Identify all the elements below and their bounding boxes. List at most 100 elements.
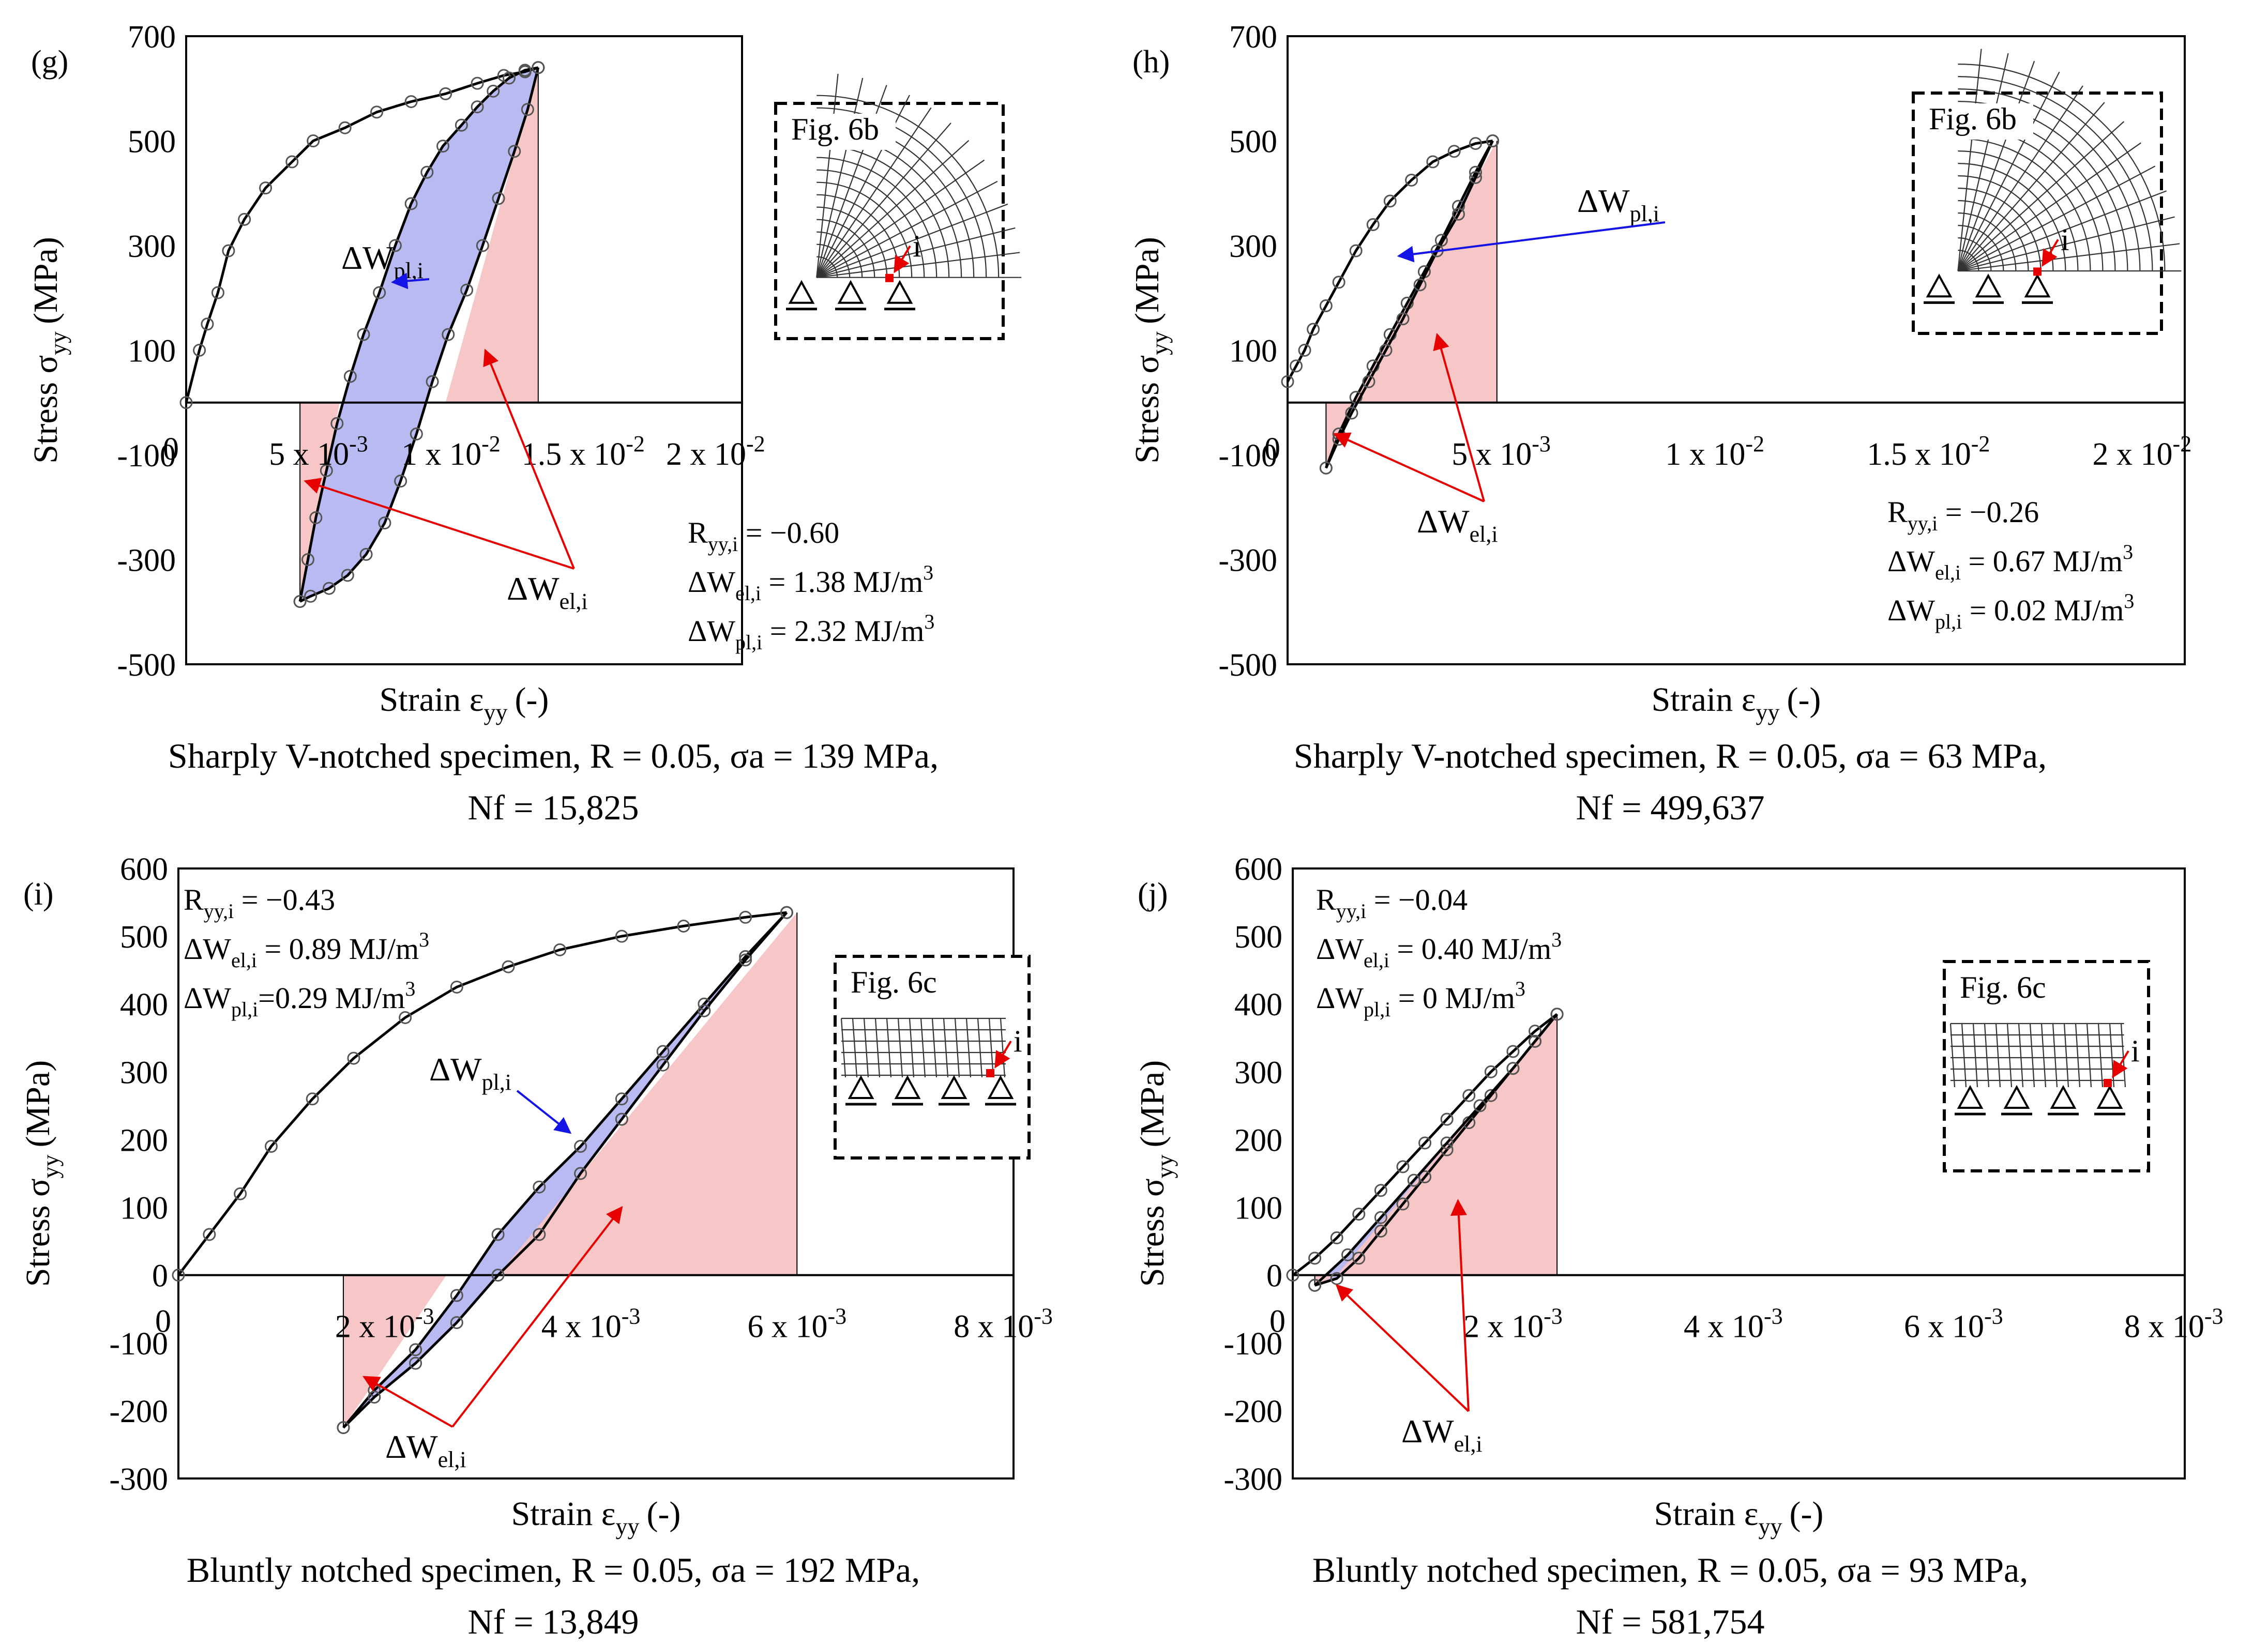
- data-point: [211, 286, 224, 299]
- caption-line-2: Nf = 15,825: [467, 788, 639, 827]
- data-point: [293, 595, 307, 608]
- plot-frame: [185, 35, 743, 665]
- data-point: [1290, 359, 1303, 373]
- mesh-ray: [816, 107, 932, 278]
- mesh-col: [965, 1018, 972, 1078]
- y-tick-label: 100: [128, 334, 176, 369]
- x-tick-label: 8 x 10-3: [954, 1304, 1053, 1345]
- x-tick-label: 6 x 10-3: [1904, 1304, 2003, 1345]
- data-point: [574, 1167, 587, 1180]
- data-point: [320, 464, 333, 477]
- mesh-col: [1961, 1023, 1967, 1088]
- data-point: [1374, 1184, 1387, 1197]
- data-point: [234, 1187, 247, 1200]
- x-tick-label: 4 x 10-3: [1684, 1304, 1783, 1345]
- y-tick-label: 200: [1234, 1123, 1282, 1158]
- inset-label-bg: [787, 114, 896, 150]
- data-point: [172, 1269, 185, 1282]
- dwel-arrow: [1450, 1199, 1470, 1412]
- mesh-col: [840, 1018, 846, 1078]
- support-triangle-icon: [788, 280, 815, 304]
- caption-line-1: Bluntly notched specimen, R = 0.05, σa =…: [187, 1550, 920, 1590]
- data-point: [238, 212, 251, 226]
- data-point: [347, 1051, 360, 1065]
- y-tick-label: 300: [128, 229, 176, 264]
- caption-line-1: Bluntly notched specimen, R = 0.05, σa =…: [1312, 1550, 2028, 1590]
- x-axis-label: Strain εyy (-): [1652, 681, 1821, 725]
- data-point: [439, 87, 452, 100]
- inset-label-bg: [846, 967, 955, 1003]
- data-point: [373, 286, 386, 299]
- data-point: [442, 328, 455, 341]
- y-tick-label: 400: [1234, 987, 1282, 1023]
- mesh-ray: [816, 227, 1016, 278]
- y-tick-label: -100: [109, 1326, 168, 1362]
- data-point: [455, 118, 468, 132]
- support-triangle-icon: [837, 280, 864, 304]
- y-tick-label: 300: [1234, 1055, 1282, 1090]
- mesh-ray: [816, 180, 998, 278]
- dwpl-annotation: ΔWpl,i: [429, 1051, 511, 1095]
- dwel-arrow: [451, 1206, 623, 1428]
- mesh-col: [2006, 1023, 2013, 1088]
- y-tick-label: -100: [1218, 438, 1277, 474]
- mesh-ray: [816, 159, 985, 278]
- data-point: [193, 344, 206, 357]
- data-point: [409, 1343, 422, 1356]
- mesh-col: [954, 1018, 960, 1078]
- stat-line: ΔWel,i = 0.67 MJ/m3: [1887, 540, 2133, 584]
- node-i-marker: [885, 273, 894, 282]
- data-point: [508, 145, 521, 158]
- panel-h: 700 500 300 100 -100 -300 -500 0 5 x 10-3 1 x 10-…: [1128, 20, 2191, 827]
- data-point: [1307, 323, 1320, 336]
- node-i-marker: [986, 1069, 994, 1077]
- y-axis-label: Stress σyy(MPa): [1128, 237, 1173, 463]
- x-axis-label: Strain εyy (-): [511, 1495, 681, 1539]
- data-point: [1286, 1269, 1299, 1282]
- y-tick-label: 300: [120, 1055, 168, 1090]
- data-point: [1469, 137, 1483, 150]
- caption-line-2: Nf = 13,849: [467, 1602, 639, 1641]
- data-point: [1484, 1065, 1498, 1078]
- data-point: [615, 1092, 628, 1106]
- support-triangle-icon: [1926, 273, 1953, 298]
- data-point: [1396, 1197, 1410, 1211]
- data-point: [201, 317, 214, 331]
- mesh-col: [977, 1018, 983, 1078]
- mesh-arc: [817, 206, 888, 278]
- y-tick-label: 0: [1266, 1259, 1282, 1294]
- data-point: [1298, 344, 1311, 357]
- origin-label: 0: [163, 432, 179, 467]
- node-i-arrow: [894, 245, 911, 273]
- data-point: [739, 950, 752, 963]
- y-axis-label: Stress σyy(MPa): [19, 1060, 64, 1287]
- node-i-marker: [2033, 267, 2042, 276]
- data-point: [1407, 1173, 1420, 1187]
- x-tick-label: 2 x 10-3: [335, 1304, 434, 1345]
- data-point: [460, 283, 474, 297]
- support-triangle-icon: [886, 280, 913, 304]
- node-i-arrow: [994, 1040, 1012, 1069]
- y-tick-label: -100: [117, 438, 176, 474]
- stat-line: ΔWel,i = 0.40 MJ/m3: [1316, 928, 1562, 972]
- mesh-col: [852, 1018, 858, 1078]
- mesh-col: [2086, 1023, 2092, 1088]
- data-point: [1550, 1008, 1564, 1021]
- data-point: [518, 64, 532, 77]
- series-line-loading: [185, 66, 539, 403]
- data-point: [1473, 1099, 1487, 1112]
- mesh-col: [931, 1018, 938, 1078]
- y-tick-label: -200: [109, 1394, 168, 1429]
- data-point: [343, 370, 357, 383]
- data-point: [1405, 173, 1418, 187]
- dwel-annotation: ΔWel,i: [385, 1428, 466, 1472]
- mesh-arc: [1958, 64, 2166, 271]
- plot-frame: [1287, 35, 2186, 665]
- inset-label: Fig. 6b: [1929, 102, 2017, 136]
- data-point: [1506, 1062, 1520, 1075]
- inset-label: Fig. 6c: [851, 965, 937, 999]
- caption-line-1: Sharply V-notched specimen, R = 0.05, σa…: [1294, 736, 2047, 775]
- mesh-ray: [1958, 243, 2180, 272]
- data-point: [739, 910, 752, 924]
- data-point: [1529, 1034, 1542, 1048]
